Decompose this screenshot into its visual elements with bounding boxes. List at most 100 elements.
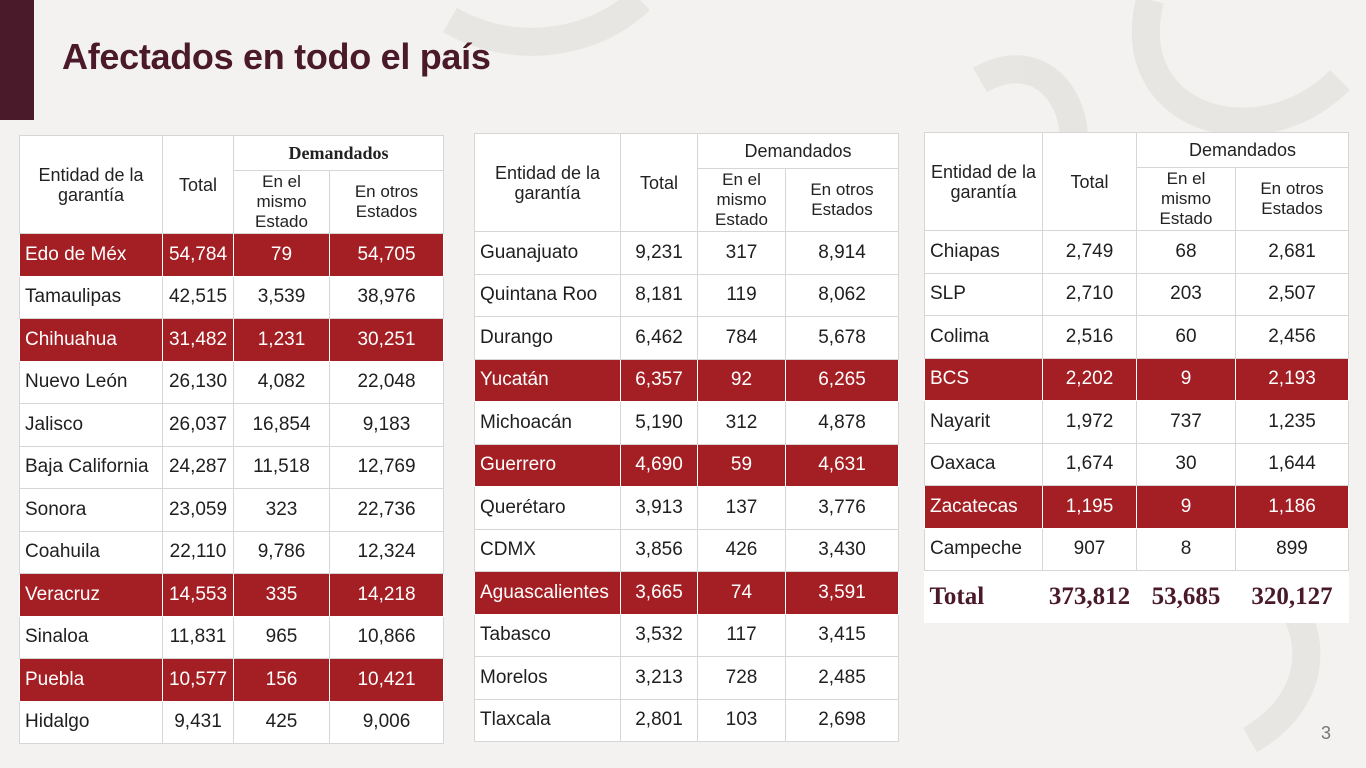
state-cell: Campeche <box>924 527 1043 571</box>
other-states-cell: 3,430 <box>784 528 900 572</box>
total-cell: 6,357 <box>620 358 698 402</box>
table-row: Puebla 10,577 156 10,421 <box>19 658 444 702</box>
other-states-cell: 5,678 <box>784 316 900 360</box>
state-cell: Durango <box>474 316 621 360</box>
same-state-cell: 74 <box>697 571 786 615</box>
state-cell: Nayarit <box>924 400 1043 444</box>
state-cell: Yucatán <box>474 358 621 402</box>
total-cell: 3,856 <box>620 528 698 572</box>
same-state-cell: 9,786 <box>233 530 330 574</box>
other-states-cell: 3,776 <box>784 486 900 530</box>
total-cell: 6,462 <box>620 316 698 360</box>
other-states-cell: 8,062 <box>784 273 900 317</box>
state-cell: Zacatecas <box>924 485 1043 529</box>
other-states-cell: 2,507 <box>1234 272 1350 316</box>
table-row: Tamaulipas 42,515 3,539 38,976 <box>19 275 444 319</box>
other-states-cell: 14,218 <box>329 573 444 617</box>
same-state-cell: 137 <box>697 486 786 530</box>
total-cell: 10,577 <box>162 658 234 702</box>
header-same-state: En el mismo Estado <box>233 170 330 234</box>
state-cell: Quintana Roo <box>474 273 621 317</box>
total-cell: 22,110 <box>162 530 234 574</box>
other-states-cell: 1,235 <box>1234 400 1350 444</box>
table-row: Tlaxcala 2,801 103 2,698 <box>474 698 900 742</box>
state-cell: BCS <box>924 357 1043 401</box>
same-state-cell: 965 <box>233 615 330 659</box>
affected-table-1: Entidad de la garantía Total Demandados En … <box>19 135 444 744</box>
state-cell: Edo de Méx <box>19 233 163 277</box>
table-row: Guanajuato 9,231 317 8,914 <box>474 231 900 275</box>
affected-table-3: Entidad de la garantía Total Demandados En … <box>924 132 1350 623</box>
same-state-cell: 79 <box>233 233 330 277</box>
header-demandados: Demandados <box>1135 132 1350 168</box>
table-row: Veracruz 14,553 335 14,218 <box>19 573 444 617</box>
table-row: Chiapas 2,749 68 2,681 <box>924 230 1350 274</box>
same-state-cell: 426 <box>697 528 786 572</box>
table-row: SLP 2,710 203 2,507 <box>924 272 1350 316</box>
other-states-cell: 54,705 <box>329 233 444 277</box>
state-cell: Jalisco <box>19 403 163 447</box>
other-states-cell: 3,591 <box>784 571 900 615</box>
header-other-states: En otros Estados <box>1234 167 1350 231</box>
other-states-cell: 3,415 <box>784 613 900 657</box>
state-cell: Veracruz <box>19 573 163 617</box>
total-cell: 3,213 <box>620 656 698 700</box>
same-state-cell: 3,539 <box>233 275 330 319</box>
header-total: Total <box>162 135 234 234</box>
total-cell: 3,532 <box>620 613 698 657</box>
total-cell: 2,801 <box>620 698 698 742</box>
header-same-state: En el mismo Estado <box>697 168 786 232</box>
table-row: Morelos 3,213 728 2,485 <box>474 656 900 700</box>
same-state-cell: 59 <box>697 443 786 487</box>
table-row: BCS 2,202 9 2,193 <box>924 357 1350 401</box>
same-state-cell: 92 <box>697 358 786 402</box>
total-cell: 54,784 <box>162 233 234 277</box>
header-other-states: En otros Estados <box>784 168 900 232</box>
total-cell: 5,190 <box>620 401 698 445</box>
other-states-cell: 9,006 <box>329 700 444 744</box>
table-row: Guerrero 4,690 59 4,631 <box>474 443 900 487</box>
other-states-cell: 1,644 <box>1234 442 1350 486</box>
header-demandados: Demandados <box>233 135 444 171</box>
other-states-cell: 8,914 <box>784 231 900 275</box>
other-states-cell: 2,681 <box>1234 230 1350 274</box>
table-row: CDMX 3,856 426 3,430 <box>474 528 900 572</box>
total-cell: 24,287 <box>162 445 234 489</box>
other-states-cell: 38,976 <box>329 275 444 319</box>
total-same-state: 53,685 <box>1151 582 1221 610</box>
total-cell: 907 <box>1042 527 1137 571</box>
state-cell: Colima <box>924 315 1043 359</box>
header-total: Total <box>1042 132 1137 231</box>
same-state-cell: 16,854 <box>233 403 330 447</box>
state-cell: CDMX <box>474 528 621 572</box>
other-states-cell: 2,485 <box>784 656 900 700</box>
state-cell: Oaxaca <box>924 442 1043 486</box>
other-states-cell: 10,421 <box>329 658 444 702</box>
state-cell: Guanajuato <box>474 231 621 275</box>
state-cell: Michoacán <box>474 401 621 445</box>
other-states-cell: 9,183 <box>329 403 444 447</box>
total-cell: 3,665 <box>620 571 698 615</box>
total-label: Total <box>929 582 985 610</box>
total-cell: 1,972 <box>1042 400 1137 444</box>
same-state-cell: 335 <box>233 573 330 617</box>
affected-table-2: Entidad de la garantía Total Demandados En … <box>474 133 900 742</box>
other-states-cell: 4,878 <box>784 401 900 445</box>
state-cell: Sinaloa <box>19 615 163 659</box>
same-state-cell: 68 <box>1136 230 1236 274</box>
state-cell: SLP <box>924 272 1043 316</box>
total-cell: 26,037 <box>162 403 234 447</box>
state-cell: Morelos <box>474 656 621 700</box>
other-states-cell: 6,265 <box>784 358 900 402</box>
state-cell: Tamaulipas <box>19 275 163 319</box>
table-row: Quintana Roo 8,181 119 8,062 <box>474 273 900 317</box>
other-states-cell: 2,698 <box>784 698 900 742</box>
state-cell: Hidalgo <box>19 700 163 744</box>
same-state-cell: 117 <box>697 613 786 657</box>
same-state-cell: 737 <box>1136 400 1236 444</box>
total-row: Total 373,812 53,685 320,127 <box>925 571 1349 623</box>
other-states-cell: 12,769 <box>329 445 444 489</box>
total-cell: 9,431 <box>162 700 234 744</box>
table-row: Querétaro 3,913 137 3,776 <box>474 486 900 530</box>
total-cell: 4,690 <box>620 443 698 487</box>
